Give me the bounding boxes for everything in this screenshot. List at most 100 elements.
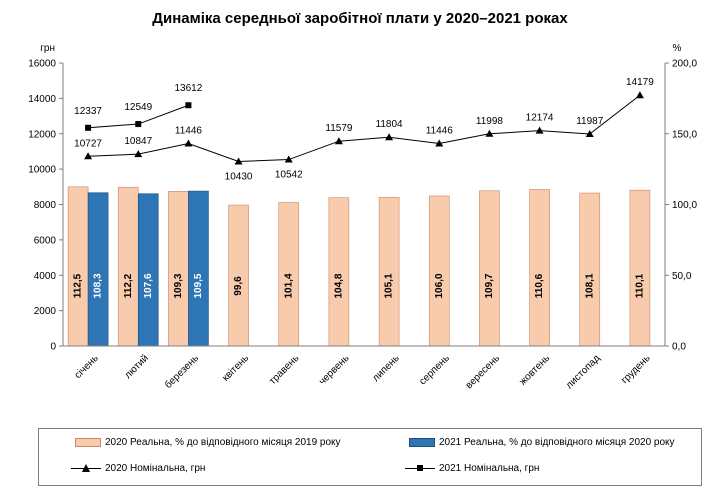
line-point-triangle-6 [385,133,394,141]
x-axis-category-label: листопад [564,353,602,391]
left-axis-tick-label: 8000 [34,200,57,211]
line-point-triangle-8 [485,129,494,137]
line-data-label: 11804 [376,119,404,130]
line-point-square-2 [185,102,192,109]
bar-2020-7 [428,195,450,347]
bar-data-label: 112,5 [73,273,84,298]
line-point-triangle-9 [535,126,544,134]
x-axis-category-label: жовтень [518,353,553,388]
chart-legend: 2020 Реальна, % до відповідного місяця 2… [38,428,702,486]
x-axis-category-label: січень [73,353,101,381]
x-axis-category-label: лютий [123,353,151,381]
bar-2021-2 [188,190,209,347]
line-data-label: 11446 [175,126,203,137]
x-axis-category-label: липень [371,353,402,384]
chart-plot-area: грн % 0 2000 4000 6000 8000 10000 12000 14000 1600… [28,43,697,391]
legend-item-2021-real: 2021 Реальна, % до відповідного місяця 2… [409,437,675,448]
legend-label-2020-nominal: 2020 Номінальна, грн [105,463,206,474]
line-data-label: 12337 [74,106,102,117]
bar-data-label: 107,6 [143,273,154,298]
line-data-label: 10727 [74,138,102,149]
line-data-label: 13612 [175,83,203,94]
bar-data-label: 105,1 [384,273,395,298]
line-data-label: 14179 [626,77,654,88]
left-axis-tick-label: 16000 [28,59,56,70]
bar-2020-3 [228,204,249,347]
bar-2020-10 [579,192,601,347]
bar-data-label: 101,4 [283,273,294,298]
bar-data-label: 109,7 [484,273,495,298]
legend-item-2020-real: 2020 Реальна, % до відповідного місяця 2… [75,437,341,448]
bar-data-label: 109,5 [193,273,204,298]
left-axis-tick-label: 10000 [28,165,56,176]
left-axis-unit-label: грн [40,43,55,54]
line-2020-nominal [88,94,641,163]
bar-data-label: 99,6 [233,276,244,296]
bar-2021-0 [87,192,109,347]
right-axis-tick-label: 0,0 [672,342,686,353]
left-axis-tick-label: 6000 [34,235,57,246]
bar-2021-1 [137,193,159,347]
legend-swatch-2020-real [75,438,101,447]
line-data-label: 11998 [476,116,504,127]
left-axis-tick-label: 2000 [34,306,57,317]
line-point-triangle-1 [134,150,143,158]
right-axis-tick-label: 200,0 [672,59,697,70]
line-point-square-1 [135,121,142,128]
bar-data-label: 104,8 [333,273,344,298]
line-point-triangle-10 [585,129,594,137]
line-data-label: 12174 [526,113,554,124]
legend-label-2021-nominal: 2021 Номінальна, грн [439,463,540,474]
line-point-triangle-3 [234,157,243,165]
line-point-triangle-7 [435,139,444,147]
x-axis-category-label: травень [267,353,301,387]
legend-marker-square-icon [405,464,435,474]
bar-data-label: 110,1 [634,273,645,298]
legend-marker-triangle-icon [71,463,101,474]
x-axis-category-label: березень [162,352,201,391]
bar-2020-0 [67,186,89,347]
right-axis-tick-label: 100,0 [672,200,697,211]
left-axis-tick-label: 4000 [34,271,57,282]
bar-2020-5 [328,197,350,347]
x-axis-category-label: серпень [417,353,452,388]
legend-item-2020-nominal: 2020 Номінальна, грн [71,463,205,474]
right-axis-tick-label: 50,0 [672,271,692,282]
chart-title: Динаміка середньої заробітної плати у 20… [152,10,568,27]
line-data-label: 12549 [124,102,152,113]
line-point-square-0 [85,124,92,131]
bar-data-label: 110,6 [534,273,545,298]
line-point-triangle-11 [635,91,644,99]
x-axis-category-label: квітень [220,353,251,384]
line-data-label: 11987 [576,116,604,127]
x-axis-category-label: червень [317,353,352,388]
left-axis-tick-label: 12000 [28,129,56,140]
bar-data-label: 108,3 [93,273,104,298]
line-point-triangle-5 [334,137,343,145]
bar-data-label: 106,0 [434,273,445,298]
bar-2020-8 [479,190,500,347]
bar-2020-1 [117,186,139,347]
line-point-triangle-4 [284,155,293,163]
right-axis-unit-label: % [673,43,682,54]
line-data-label: 11579 [325,123,353,134]
line-data-label: 10847 [124,136,152,147]
legend-swatch-2021-real [409,438,435,447]
bar-2020-2 [168,191,189,347]
bar-data-label: 112,2 [123,273,134,298]
right-axis-tick-label: 150,0 [672,129,697,140]
legend-label-2021-real: 2021 Реальна, % до відповідного місяця 2… [439,437,675,448]
line-point-triangle-0 [84,152,93,160]
bar-data-label: 108,1 [584,273,595,298]
bar-2020-9 [529,189,550,347]
line-data-label: 10430 [225,172,253,183]
legend-item-2021-nominal: 2021 Номінальна, грн [405,463,539,474]
line-data-label: 10542 [275,170,303,181]
x-axis-category-label: грудень [619,353,652,386]
x-axis-category-label: вересень [464,353,502,391]
line-data-label: 11446 [426,126,454,137]
bar-2020-6 [378,196,400,347]
bar-data-label: 109,3 [173,273,184,298]
left-axis-tick-label: 0 [50,342,56,353]
line-point-triangle-2 [184,139,193,147]
